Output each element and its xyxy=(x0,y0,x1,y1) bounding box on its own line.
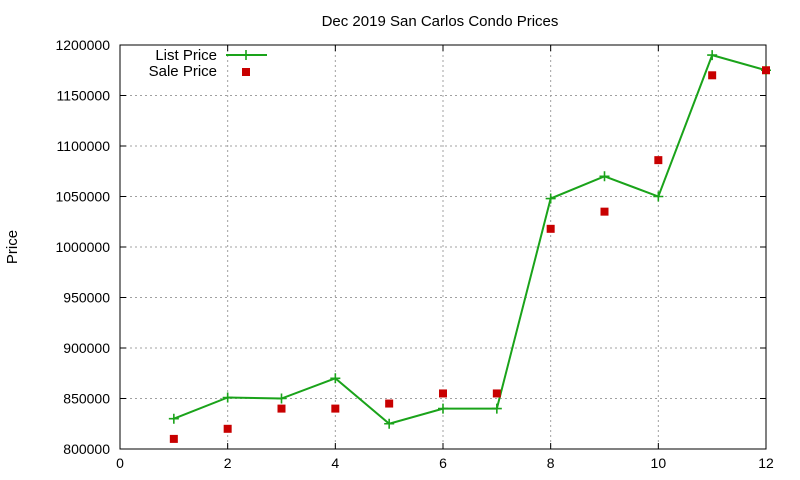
series xyxy=(168,50,771,443)
list-price-point xyxy=(384,418,395,429)
x-tick-label: 12 xyxy=(758,455,774,471)
sale-price-point xyxy=(546,224,555,233)
sale-price-point xyxy=(223,424,232,433)
y-tick-label: 950000 xyxy=(63,290,110,306)
chart-title: Dec 2019 San Carlos Condo Prices xyxy=(322,13,559,30)
y-tick-label: 900000 xyxy=(63,340,110,356)
x-tick-label: 6 xyxy=(439,455,447,471)
list-price-point xyxy=(168,413,179,424)
y-tick-label: 1100000 xyxy=(57,138,111,154)
sale-price-point xyxy=(439,389,447,398)
x-tick-label: 0 xyxy=(116,455,124,471)
list-price-point xyxy=(599,171,610,182)
sale-price-point xyxy=(169,434,178,443)
y-tick-label: 1200000 xyxy=(55,37,110,53)
y-tick-label: 800000 xyxy=(63,441,110,457)
x-tick-label: 8 xyxy=(547,455,555,471)
legend-swatch-list-price-marker xyxy=(241,50,251,60)
sale-price-point xyxy=(654,156,663,165)
x-tick-label: 2 xyxy=(224,455,232,471)
list-price-point xyxy=(330,373,341,384)
y-tick-label: 1150000 xyxy=(57,88,111,104)
y-tick-label: 1000000 xyxy=(55,239,110,255)
y-tick-label: 850000 xyxy=(63,391,110,407)
list-price-point xyxy=(222,392,233,403)
grid xyxy=(120,45,766,449)
y-axis-title: Price xyxy=(4,230,21,264)
y-tick-label: 1050000 xyxy=(55,189,110,205)
series-list-price xyxy=(168,50,771,429)
list-price-point xyxy=(707,50,718,61)
sale-price-point xyxy=(331,404,340,413)
legend-swatch-sale-price xyxy=(242,68,250,76)
list-price-point xyxy=(438,403,448,414)
x-tick-label: 10 xyxy=(651,455,667,471)
legend-label-sale-price: Sale Price xyxy=(149,63,217,80)
sale-price-point xyxy=(600,207,609,216)
list-price-point xyxy=(491,403,502,414)
list-price-point xyxy=(653,191,664,202)
legend-label-list-price: List Price xyxy=(155,47,217,64)
sale-price-point xyxy=(762,66,770,75)
list-price-point xyxy=(276,393,287,404)
x-tick-label: 4 xyxy=(331,455,339,471)
series-sale-price xyxy=(169,66,770,443)
axis-ticks xyxy=(119,44,767,450)
list-price-line xyxy=(173,53,767,425)
tick-labels: 0 2 4 6 8 10 12 800000 850000 900000 950000 1000000… xyxy=(55,37,774,471)
legend: List Price Sale Price xyxy=(149,47,267,80)
sale-price-point xyxy=(492,389,501,398)
sale-price-point xyxy=(277,404,286,413)
sale-price-point xyxy=(708,71,717,80)
sale-price-point xyxy=(385,399,394,408)
list-price-point xyxy=(545,193,556,204)
